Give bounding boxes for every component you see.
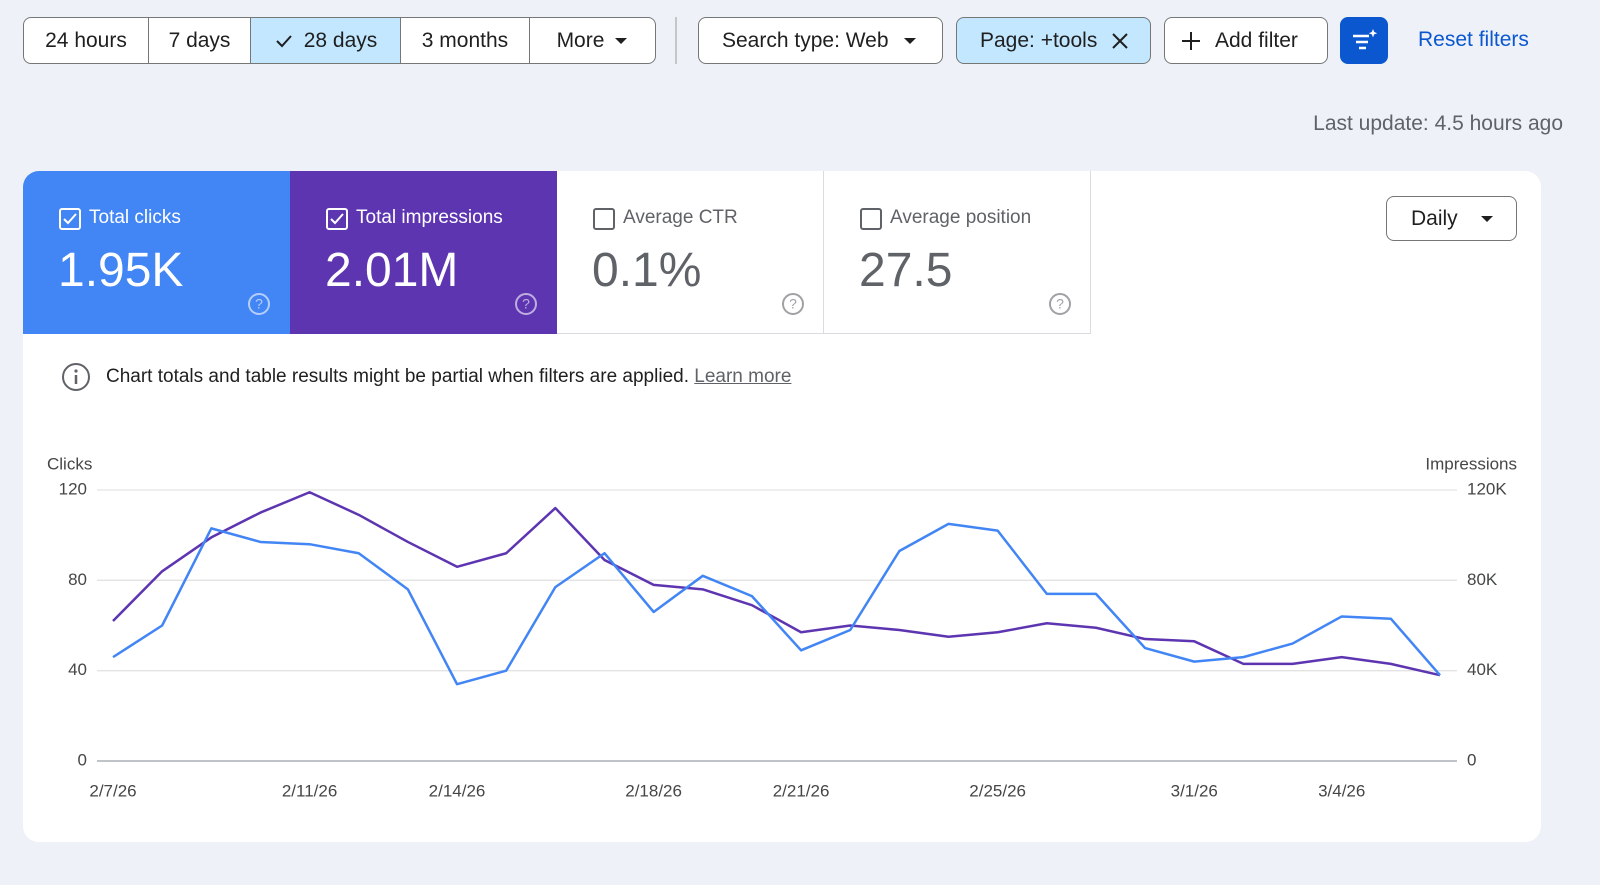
chip-label: Page: +tools [980,28,1098,52]
metric-value: 2.01M [325,244,459,297]
range-label: More [556,28,605,52]
y-tick-label: 0 [78,750,87,769]
metric-tile[interactable]: Total clicks 1.95K? [23,171,290,334]
y-axis-title: Clicks [47,454,92,473]
metric-tile[interactable]: Average position 27.5? [824,171,1091,334]
range-option[interactable]: 28 days [251,18,401,63]
info-icon [62,363,90,391]
y-tick-label: 40 [68,660,87,679]
x-tick-label: 2/7/26 [89,781,136,800]
x-tick-label: 3/4/26 [1318,781,1365,800]
learn-more-link[interactable]: Learn more [694,366,792,387]
x-tick-label: 2/21/26 [773,781,830,800]
filter-icon-button[interactable] [1340,17,1388,64]
notice: Chart totals and table results might be … [106,366,791,388]
divider [675,17,677,64]
add-filter-button[interactable]: Add filter [1164,17,1328,64]
range-option[interactable]: 7 days [149,18,251,63]
notice-text: Chart totals and table results might be … [106,366,689,387]
dropdown-icon [615,37,628,44]
x-tick-label: 2/25/26 [969,781,1026,800]
svg-text:?: ? [789,296,797,312]
granularity-dropdown[interactable]: Daily [1386,196,1517,241]
metric-value: 1.95K [58,244,184,297]
svg-text:?: ? [522,296,530,312]
x-tick-label: 2/11/26 [282,781,337,800]
metric-label: Total impressions [356,207,503,228]
metric-label: Average position [890,207,1032,228]
range-label: 24 hours [45,28,127,52]
y2-tick-label: 120K [1467,479,1507,498]
x-tick-label: 2/14/26 [429,781,486,800]
time-range: 24 hours 7 days 28 days 3 months More [23,17,656,64]
svg-text:?: ? [1056,296,1064,312]
y2-axis-title: Impressions [1425,454,1517,473]
x-tick-label: 2/18/26 [625,781,682,800]
y2-tick-label: 40K [1467,660,1498,679]
y2-tick-label: 0 [1467,750,1476,769]
metric-value: 0.1% [592,244,702,297]
metric-label: Average CTR [623,207,738,228]
y-tick-label: 80 [68,570,87,589]
range-option[interactable]: 24 hours [24,18,149,63]
search-type-chip[interactable]: Search type: Web [698,17,943,64]
metric-tile[interactable]: Total impressions 2.01M? [290,171,557,334]
y-tick-label: 120 [59,479,87,498]
chip-label: Search type: Web [722,28,889,52]
svg-text:?: ? [255,296,263,312]
button-label: Add filter [1215,28,1298,52]
series-line [112,491,1441,677]
reset-filters[interactable]: Reset filters [1418,28,1529,51]
range-label: 3 months [421,28,509,52]
series-line [112,522,1441,686]
metric-value: 27.5 [859,244,953,297]
range-label: 7 days [168,28,231,52]
page-filter-chip[interactable]: Page: +tools [956,17,1151,64]
metric-label: Total clicks [89,207,181,228]
x-tick-label: 3/1/26 [1171,781,1218,800]
last-update: Last update: 4.5 hours ago [1313,112,1563,135]
y2-tick-label: 80K [1467,570,1498,589]
range-label: 28 days [303,28,378,52]
range-option[interactable]: 3 months [401,18,530,63]
dropdown-label: Daily [1411,206,1458,230]
chart: 0 40 80 120 0 40K 80K 120K Clicks Impressions 2/7/… [47,454,1517,800]
metric-tile[interactable]: Average CTR 0.1%? [557,171,824,334]
range-option[interactable]: More [530,18,655,63]
